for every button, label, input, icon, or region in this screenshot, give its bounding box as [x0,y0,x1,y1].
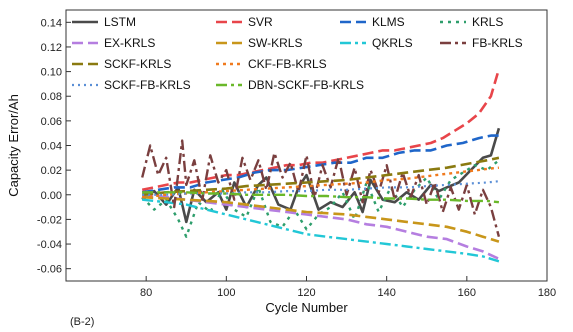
y-tick-label: 0.02 [41,165,62,177]
legend-item-fb-krls: FB-KRLS [440,36,523,50]
legend-item-lstm: LSTM [72,15,136,29]
legend-item-sw-krls: SW-KRLS [216,36,302,50]
x-tick-label: 140 [377,287,395,299]
legend-item-sckf-krls: SCKF-KRLS [72,57,171,71]
x-tick-label: 120 [297,287,315,299]
y-axis-title: Capacity Error/Ah [6,94,21,197]
y-tick-label: 0.12 [41,42,62,54]
legend-label: SCKF-KRLS [104,57,171,71]
legend-item-dbn-sckf-fb-krls: DBN-SCKF-FB-KRLS [216,78,364,92]
y-tick-label: 0.06 [41,116,62,128]
legend-label: LSTM [104,15,136,29]
legend-item-krls: KRLS [440,15,503,29]
legend-label: KLMS [372,15,405,29]
legend-item-ex-krls: EX-KRLS [72,36,155,50]
x-tick-label: 180 [538,287,556,299]
y-tick-label: -0.02 [37,214,62,226]
legend-label: SVR [248,15,273,29]
y-tick-label: 0.10 [41,67,62,79]
legend: LSTM SVR KLMS KRLS EX-KRLS SW-KRLS QKRLS FB-KRL… [72,15,523,92]
legend-item-ckf-fb-krls: CKF-FB-KRLS [216,57,327,71]
y-tick-label: -0.06 [37,264,62,276]
y-tick-label: 0.08 [41,91,62,103]
legend-label: SCKF-FB-KRLS [104,78,191,92]
y-tick-label: -0.04 [37,239,62,251]
plot-area-frame [65,9,548,282]
series-line-sw-krls [142,195,500,243]
x-tick-label: 160 [458,287,476,299]
x-tick-label: 80 [140,287,152,299]
legend-label: CKF-FB-KRLS [248,57,327,71]
y-tick-label: 0.04 [41,141,62,153]
legend-label: EX-KRLS [104,36,155,50]
series-line-klms [141,134,499,194]
legend-item-qkrls: QKRLS [340,36,413,50]
series-line-svr [141,68,501,192]
legend-label: KRLS [472,15,503,29]
axis-layer: 80 100 120 140 160 180 -0.06 -0.04 -0.02 0.00 0.02… [37,17,556,299]
series-line-ckf-fb-krls [142,166,500,199]
x-tick-label: 100 [217,287,235,299]
legend-label: FB-KRLS [472,36,523,50]
legend-item-sckf-fb-krls: SCKF-FB-KRLS [72,78,191,92]
series-line-sckf-krls [142,156,500,197]
legend-item-svr: SVR [216,15,273,29]
legend-label: DBN-SCKF-FB-KRLS [248,78,364,92]
series-layer [141,68,501,263]
legend-label: SW-KRLS [248,36,302,50]
legend-item-klms: KLMS [340,15,405,29]
y-tick-label: 0.00 [41,190,62,202]
y-tick-label: 0.14 [41,17,62,29]
x-axis-title: Cycle Number [265,300,348,315]
panel-label: (B-2) [70,316,95,328]
legend-label: QKRLS [372,36,413,50]
series-line-dbn-sckf-fb-krls [142,191,500,204]
series-line-qkrls [142,198,500,263]
